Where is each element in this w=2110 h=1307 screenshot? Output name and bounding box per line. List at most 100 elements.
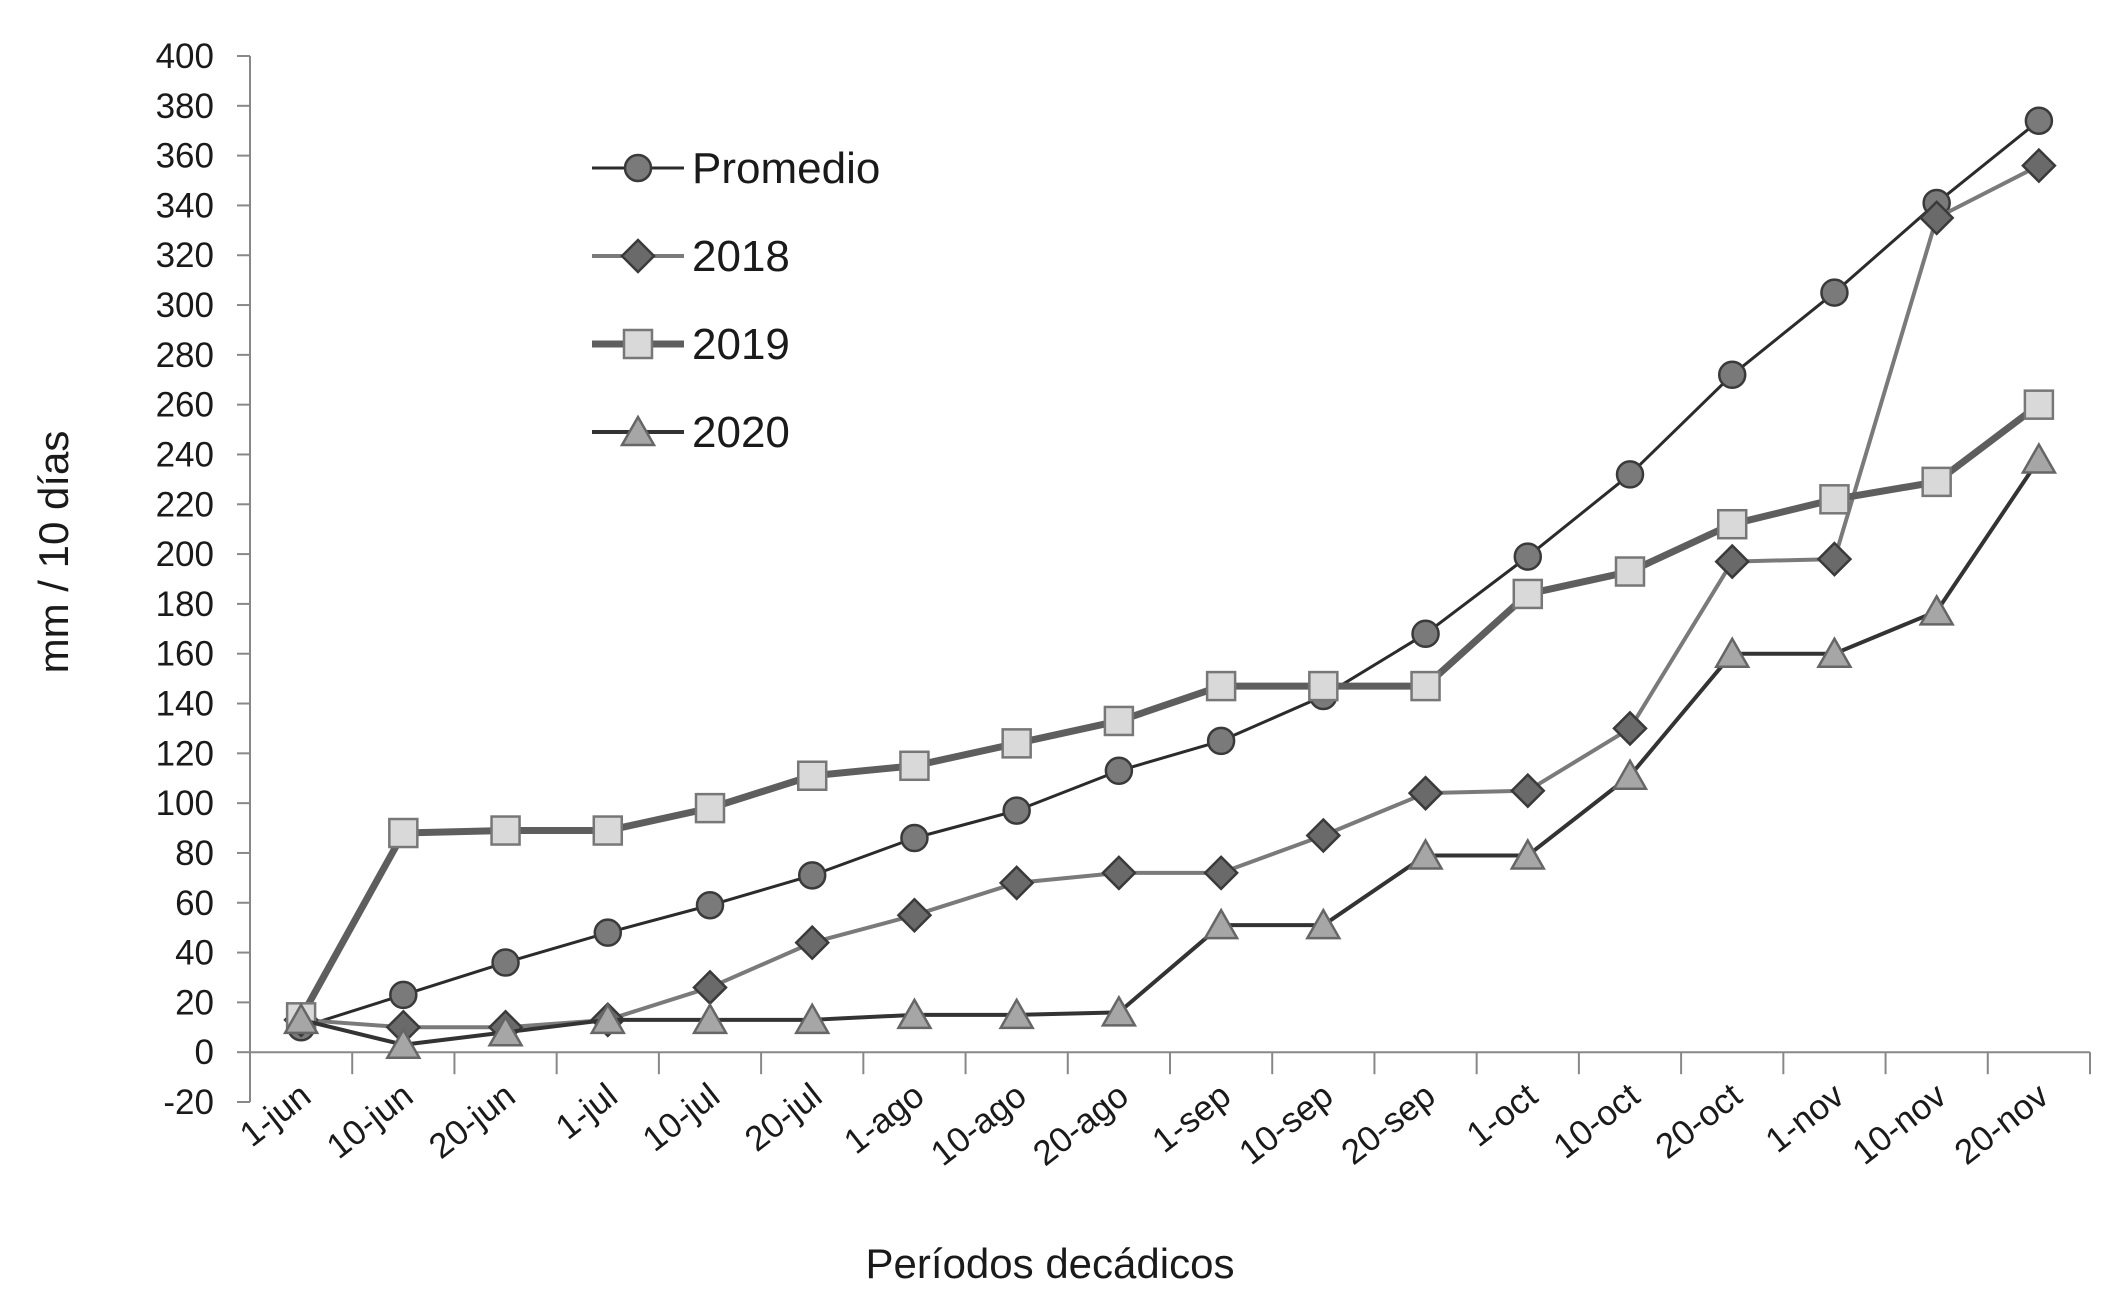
data-point xyxy=(1717,360,1747,390)
axes xyxy=(237,55,2091,1103)
y-tick-label: 300 xyxy=(156,286,214,325)
x-tick-label: 10-jul xyxy=(635,1076,726,1159)
tick-labels: 4003803603403203002802602402202001801601… xyxy=(156,37,2057,1174)
x-tick-label: 1-jul xyxy=(549,1076,625,1147)
data-point xyxy=(490,815,521,846)
y-tick-label: 400 xyxy=(156,37,214,76)
data-point xyxy=(2023,389,2055,420)
data-point xyxy=(1407,775,1444,811)
y-tick-label: 320 xyxy=(156,236,214,275)
x-tick-label: 1-oct xyxy=(1459,1076,1545,1155)
data-point xyxy=(694,792,726,824)
data-point xyxy=(1614,556,1646,587)
x-axis-label: Períodos decádicos xyxy=(866,1240,1235,1287)
data-point xyxy=(1816,541,1853,577)
y-tick-label: 0 xyxy=(195,1033,214,1072)
data-point xyxy=(1918,200,1955,236)
y-tick-label: 60 xyxy=(175,884,214,923)
data-point xyxy=(1820,278,1849,307)
data-point xyxy=(797,861,827,890)
series-line xyxy=(300,119,2040,1029)
legend-marker xyxy=(620,238,656,274)
data-point xyxy=(589,1002,626,1035)
y-tick-label: 180 xyxy=(156,585,214,624)
y-tick-label: 80 xyxy=(175,834,214,873)
data-point xyxy=(1103,705,1135,737)
data-point xyxy=(1002,796,1031,825)
x-tick-label: 10-nov xyxy=(1845,1075,1954,1172)
x-tick-label: 1-jun xyxy=(233,1076,318,1155)
y-tick-label: 360 xyxy=(156,137,214,176)
y-tick-label: 220 xyxy=(156,485,214,524)
data-point xyxy=(1816,636,1853,668)
y-tick-label: 40 xyxy=(175,934,214,973)
data-point xyxy=(592,815,624,846)
x-tick-label: 20-oct xyxy=(1648,1076,1749,1167)
data-point xyxy=(998,865,1035,901)
y-tick-label: 280 xyxy=(156,336,214,375)
data-point xyxy=(1714,543,1750,580)
x-tick-label: 20-nov xyxy=(1947,1075,2056,1172)
series-line xyxy=(300,458,2041,1047)
data-point xyxy=(487,1014,524,1047)
data-point xyxy=(2024,106,2054,136)
data-point xyxy=(1615,460,1645,489)
y-tick-label: 380 xyxy=(156,87,214,126)
x-tick-label: 20-ago xyxy=(1026,1076,1136,1174)
data-point xyxy=(1411,619,1440,649)
x-tick-label: 1-nov xyxy=(1758,1075,1851,1160)
data-point xyxy=(899,750,930,782)
data-point xyxy=(1918,593,1955,626)
y-tick-label: 160 xyxy=(156,635,214,674)
series-promedio xyxy=(286,106,2054,1042)
y-axis-label: mm / 10 días xyxy=(30,431,77,674)
y-tick-label: 260 xyxy=(156,386,214,425)
series-line xyxy=(300,163,2040,1030)
data-point xyxy=(1100,994,1138,1027)
data-point xyxy=(2021,147,2057,184)
data-point xyxy=(1308,670,1339,702)
data-point xyxy=(385,1027,422,1059)
data-point xyxy=(1612,710,1648,747)
data-point xyxy=(1305,907,1342,940)
y-tick-label: 140 xyxy=(156,685,214,724)
data-point xyxy=(1512,578,1544,610)
data-point xyxy=(794,1002,831,1035)
data-point xyxy=(1611,758,1649,790)
series-2018 xyxy=(283,147,2057,1046)
legend-item: 2018 xyxy=(592,232,790,281)
legend-label: 2020 xyxy=(692,408,790,457)
x-tick-label: 1-sep xyxy=(1145,1076,1238,1161)
legend-marker xyxy=(622,328,654,360)
y-tick-label: 340 xyxy=(156,186,214,225)
data-point xyxy=(896,897,933,933)
legend-item: Promedio xyxy=(592,144,880,193)
legend-label: Promedio xyxy=(692,144,880,193)
x-tick-label: 20-jun xyxy=(422,1076,523,1167)
x-tick-label: 10-oct xyxy=(1546,1076,1647,1167)
data-point xyxy=(389,980,418,1010)
data-point xyxy=(1305,817,1342,854)
data-point xyxy=(491,948,520,977)
data-point xyxy=(1206,726,1236,756)
data-point xyxy=(593,918,623,947)
data-point xyxy=(1203,855,1239,891)
data-point xyxy=(1410,670,1441,702)
data-point xyxy=(388,817,419,849)
data-point xyxy=(1104,756,1134,786)
series-2020 xyxy=(282,441,2058,1059)
data-point xyxy=(1407,837,1444,870)
legend-marker xyxy=(619,414,657,447)
y-tick-label: 200 xyxy=(156,535,214,574)
data-point xyxy=(1001,728,1032,759)
data-point xyxy=(1716,508,1748,540)
data-point xyxy=(1921,466,1952,498)
data-point xyxy=(1714,636,1751,668)
legend-item: 2020 xyxy=(592,408,790,457)
x-tick-label: 1-ago xyxy=(837,1076,932,1162)
y-tick-label: 100 xyxy=(156,784,214,823)
data-point xyxy=(691,1002,729,1035)
x-tick-label: 20-sep xyxy=(1334,1076,1442,1173)
legend-label: 2018 xyxy=(692,232,790,281)
data-point xyxy=(2020,441,2058,474)
